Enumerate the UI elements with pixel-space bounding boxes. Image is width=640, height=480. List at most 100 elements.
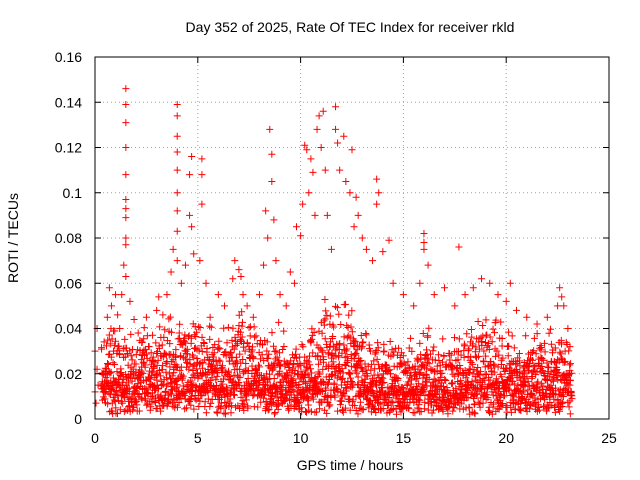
data-point [564,325,572,332]
band-point [470,401,478,409]
band-point [244,375,252,383]
band-point [356,404,364,412]
band-point [276,349,284,357]
band-point [243,391,251,399]
data-point [270,216,278,224]
band-point [345,369,353,377]
band-point [363,391,371,399]
band-point [329,332,337,340]
data-point [369,257,377,265]
band-point [279,346,287,354]
band-point [561,358,569,366]
band-point [147,375,155,383]
band-point [292,354,300,362]
data-point [478,275,486,283]
data-point [566,397,574,405]
band-point [106,350,114,358]
band-point [245,342,253,350]
band-point [414,395,422,403]
band-point [236,350,244,358]
data-point [177,279,185,287]
band-point [498,373,506,381]
data-point [375,189,383,197]
y-tick-label: 0.16 [55,49,82,65]
band-point [252,332,260,340]
band-point [390,348,398,356]
data-point [307,155,315,163]
band-point [461,342,469,350]
band-point [398,384,406,392]
band-point [440,382,448,390]
data-point [321,166,329,174]
data-point [262,207,270,215]
data-point [243,302,251,310]
data-point [556,284,564,292]
band-point [223,385,231,393]
band-point [231,391,239,399]
band-point [256,355,264,363]
band-point [404,358,412,366]
band-point [386,337,394,345]
band-point [264,354,272,362]
band-point [173,403,181,411]
band-point [343,345,351,353]
data-point [461,291,469,299]
band-point [111,398,119,406]
band-point [495,351,503,359]
band-point [338,365,346,373]
band-point [232,341,240,349]
band-point [107,368,115,376]
band-point [374,360,382,368]
band-point [133,401,141,409]
band-point [546,325,554,333]
band-point [325,361,333,369]
band-point [222,410,230,418]
band-point [439,335,447,343]
y-axis-label: ROTI / TECUs [5,193,21,283]
band-point [396,353,404,361]
data-point [379,248,387,256]
band-point [491,329,499,337]
band-point [288,386,296,394]
data-point [122,119,130,127]
x-tick-label: 5 [194,430,202,446]
band-point [567,389,575,397]
band-point [187,334,195,342]
band-point [185,365,193,373]
data-point [268,177,276,185]
data-point [354,211,362,219]
band-point [343,322,351,330]
band-point [469,340,477,348]
band-point [423,346,431,354]
band-point [343,352,351,360]
band-point [370,357,378,365]
data-point [122,101,130,109]
band-point [371,350,379,358]
band-point [338,349,346,357]
band-point [116,351,124,359]
band-point [323,380,331,388]
band-point [471,410,479,418]
band-point [307,339,315,347]
band-point [437,373,445,381]
band-point [532,350,540,358]
band-point [533,367,541,375]
band-point [373,355,381,363]
band-point [235,404,243,412]
band-point [111,361,119,369]
band-point [419,330,427,338]
band-point [552,391,560,399]
band-point [503,402,511,410]
band-point [238,308,246,316]
band-point [353,362,361,370]
band-point [429,406,437,414]
band-point [216,345,224,353]
data-point [276,291,284,299]
band-point [195,347,203,355]
band-point [506,361,514,369]
band-point [287,401,295,409]
band-point [327,338,335,346]
band-point [326,343,334,351]
band-point [532,371,540,379]
band-point [307,365,315,373]
